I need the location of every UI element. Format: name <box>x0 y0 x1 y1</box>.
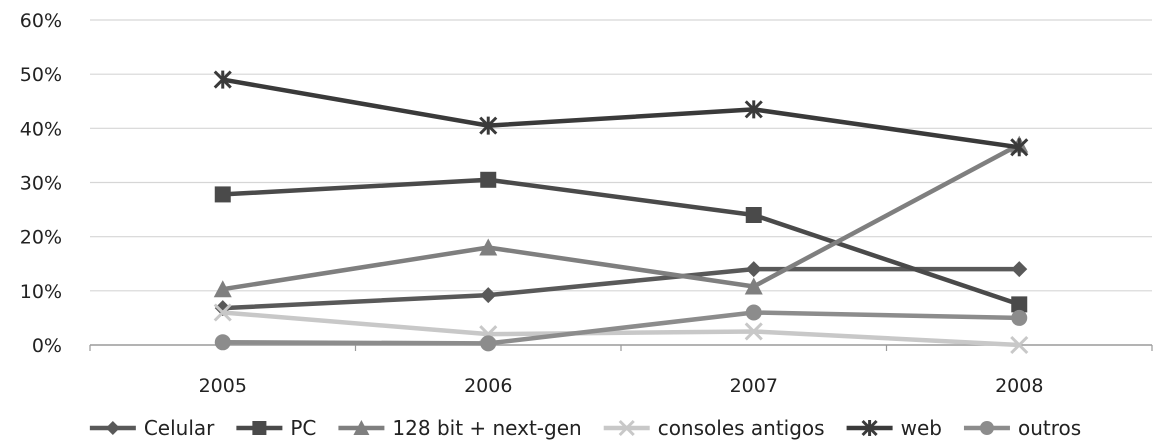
legend-marker <box>105 421 120 435</box>
legend-item: 128 bit + next-gen <box>338 416 582 440</box>
data-point <box>480 287 497 304</box>
legend-label: 128 bit + next-gen <box>392 416 581 440</box>
data-point <box>213 303 232 322</box>
y-tick-label: 0% <box>32 335 62 357</box>
series-line <box>220 142 1022 292</box>
data-point <box>744 277 763 295</box>
x-axis: 2005 2006 2007 2008 <box>89 345 1153 397</box>
series-line <box>220 266 1022 311</box>
legend-label: Celular <box>144 416 215 440</box>
data-point <box>214 334 231 351</box>
legend-item: consoles antigos <box>603 416 825 440</box>
x-tick-label: 2008 <box>995 375 1043 397</box>
data-point <box>1010 138 1029 157</box>
data-point <box>745 207 762 223</box>
legend-marker <box>252 421 267 435</box>
data-point <box>480 335 497 352</box>
y-tick-label: 60% <box>20 10 62 32</box>
series-line <box>220 177 1022 307</box>
gridlines <box>90 19 1152 346</box>
series-group <box>213 70 1029 355</box>
y-tick-label: 30% <box>20 173 62 195</box>
data-point <box>480 171 497 188</box>
data-point <box>1011 309 1028 326</box>
series-line <box>220 77 1022 150</box>
data-point <box>1011 296 1028 313</box>
legend-marker <box>353 420 370 435</box>
legend-label: web <box>901 416 942 440</box>
data-point <box>213 70 232 89</box>
series-outros <box>214 304 1028 352</box>
data-point <box>1011 261 1028 278</box>
legend-marker <box>618 419 635 437</box>
legend-label: PC <box>290 416 316 440</box>
y-tick-label: 50% <box>20 64 62 86</box>
legend-marker <box>979 421 994 435</box>
y-tick-label: 20% <box>20 227 62 249</box>
legend-label: outros <box>1018 416 1081 440</box>
series-web <box>213 70 1029 157</box>
x-tick-label: 2007 <box>730 375 778 397</box>
series-pc <box>214 171 1028 313</box>
x-tick-label: 2005 <box>199 375 247 397</box>
x-tick-label: 2006 <box>464 375 512 397</box>
data-point <box>213 280 232 298</box>
legend-label: consoles antigos <box>658 416 825 440</box>
series-line <box>220 310 1022 348</box>
legend-item: web <box>846 416 942 440</box>
legend-item: outros <box>963 416 1081 440</box>
legend: Celular PC 128 bit + next-gen consoles anti… <box>89 416 1081 440</box>
series-128-bit-next-gen <box>213 135 1029 298</box>
legend-marker <box>861 419 878 437</box>
data-point <box>744 100 763 119</box>
data-point <box>1010 335 1029 355</box>
y-axis: 0% 10% 20% 30% 40% 50% 60% <box>20 10 62 357</box>
y-tick-label: 10% <box>20 281 62 303</box>
data-point <box>214 186 231 203</box>
series-celular <box>214 261 1028 317</box>
data-point <box>744 322 763 341</box>
legend-item: PC <box>236 416 316 440</box>
y-tick-label: 40% <box>20 118 62 140</box>
series-line <box>220 310 1022 346</box>
legend-item: Celular <box>89 416 215 440</box>
data-point <box>745 261 762 278</box>
data-point <box>745 304 762 321</box>
data-point <box>479 116 498 135</box>
data-point <box>479 238 498 256</box>
